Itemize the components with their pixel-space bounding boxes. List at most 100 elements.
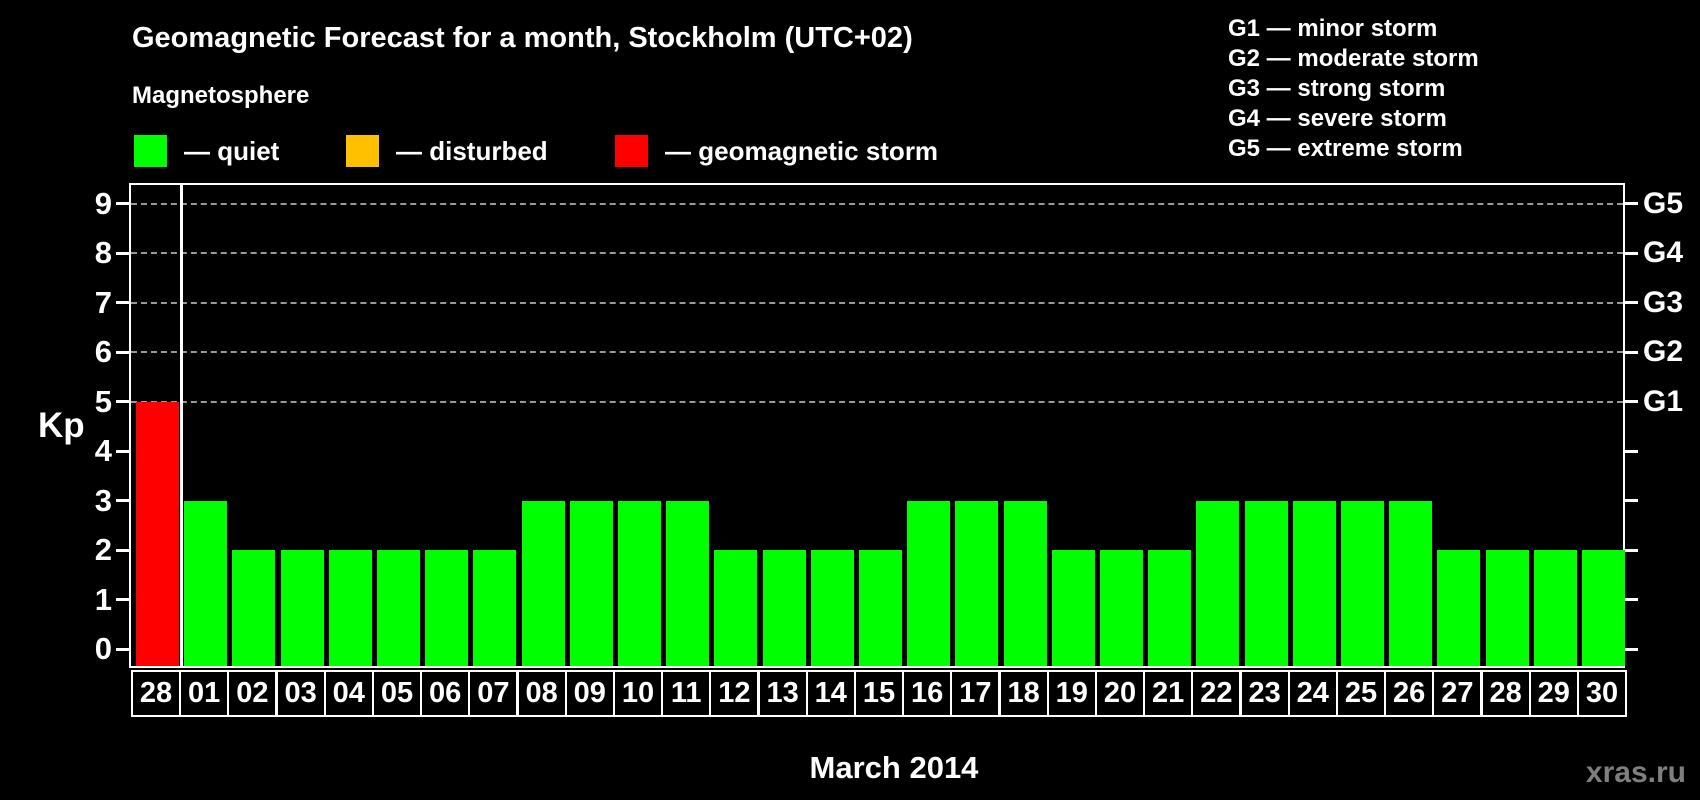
kp-bar — [859, 550, 902, 666]
day-label: 28 — [131, 670, 181, 717]
day-label: 30 — [1577, 670, 1627, 717]
day-label: 05 — [372, 670, 422, 717]
kp-tick-right — [1625, 202, 1638, 205]
day-label: 22 — [1191, 670, 1242, 717]
day-label: 27 — [1432, 670, 1483, 717]
kp-tick-left — [116, 548, 129, 552]
kp-bar — [473, 550, 517, 666]
kp-bar — [1389, 500, 1433, 666]
kp-tick-right — [1625, 647, 1638, 651]
month-label: March 2014 — [809, 750, 979, 785]
kp-bar — [184, 500, 228, 666]
kp-tick-left — [116, 499, 129, 502]
kp-tick-label: 2 — [94, 532, 112, 567]
kp-tick-label: 1 — [94, 581, 112, 617]
day-label: 26 — [1384, 670, 1435, 717]
kp-bar — [1292, 500, 1336, 666]
kp-tick-label: 6 — [94, 334, 112, 369]
gridline-kp9 — [131, 202, 1623, 205]
day-label: 08 — [516, 670, 567, 717]
kp-tick-left — [116, 598, 129, 601]
kp-tick-left — [116, 449, 129, 453]
kp-bar — [1533, 550, 1577, 666]
kp-tick-left — [116, 647, 129, 651]
kp-tick-right — [1625, 350, 1638, 354]
kp-tick-left — [116, 301, 129, 304]
kp-bar — [1582, 550, 1625, 666]
kp-bar — [1341, 500, 1384, 666]
g-axis-label-g3: G3 — [1643, 285, 1684, 319]
day-label: 02 — [227, 670, 278, 717]
kp-tick-left — [116, 350, 129, 354]
g-axis-label-g1: G1 — [1643, 384, 1684, 418]
kp-bar — [569, 500, 613, 666]
kp-axis-title: Kp — [38, 406, 85, 445]
g-axis-label-g2: G2 — [1643, 335, 1684, 368]
kp-bar — [1437, 550, 1481, 666]
kp-bar — [618, 500, 661, 666]
legend-swatch-quiet — [134, 135, 167, 167]
kp-tick-right — [1625, 449, 1638, 453]
kp-tick-right — [1625, 251, 1638, 255]
kp-tick-left — [116, 251, 129, 255]
day-label: 03 — [275, 670, 326, 717]
legend-swatch-storm — [615, 135, 648, 167]
legend-label-quiet: — quiet — [184, 135, 280, 166]
kp-tick-label: 4 — [94, 433, 112, 468]
kp-tick-label: 3 — [94, 482, 112, 518]
day-label: 28 — [1480, 670, 1531, 717]
kp-bar — [1100, 550, 1143, 666]
g-scale-legend-line-1: G1 — minor storm — [1228, 15, 1438, 42]
gridline-kp5 — [131, 400, 1623, 403]
kp-bar — [521, 500, 565, 666]
kp-tick-right — [1625, 598, 1638, 601]
gridline-kp6 — [131, 351, 1623, 353]
day-label: 12 — [709, 670, 760, 717]
legend-swatch-disturbed — [346, 135, 379, 167]
kp-bar — [136, 401, 179, 666]
plot-area — [129, 183, 1625, 668]
day-label: 06 — [420, 670, 471, 717]
legend-label-storm: — geomagnetic storm — [665, 135, 939, 166]
magnetosphere-subtitle: Magnetosphere — [132, 82, 310, 109]
kp-tick-right — [1625, 499, 1638, 502]
legend-label-disturbed: — disturbed — [396, 135, 548, 166]
day-label: 18 — [998, 670, 1049, 717]
day-label: 16 — [902, 670, 953, 717]
day-label: 07 — [468, 670, 519, 717]
kp-tick-label: 0 — [94, 631, 112, 666]
day-label: 20 — [1095, 670, 1145, 717]
kp-bar — [425, 550, 469, 666]
day-label: 17 — [950, 670, 1001, 717]
kp-bar — [1196, 500, 1240, 666]
gridline-kp7 — [131, 301, 1623, 304]
kp-bar — [280, 550, 324, 666]
kp-bar — [1003, 500, 1047, 666]
legend-item-disturbed: — disturbed — [346, 135, 548, 167]
kp-bar — [232, 550, 276, 666]
legend-item-quiet: — quiet — [134, 135, 279, 167]
day-label: 24 — [1287, 670, 1338, 717]
day-label: 14 — [805, 670, 856, 717]
kp-bar — [762, 550, 806, 666]
month-separator — [180, 185, 183, 666]
day-label: 11 — [661, 670, 712, 717]
kp-bar — [810, 550, 854, 666]
kp-bar — [1051, 550, 1095, 666]
gridline-kp8 — [131, 252, 1623, 254]
kp-bar — [377, 550, 420, 666]
day-label: 23 — [1239, 670, 1290, 717]
day-label: 04 — [323, 670, 374, 717]
kp-bar — [907, 500, 951, 666]
kp-tick-right — [1625, 301, 1638, 304]
kp-bar — [1244, 500, 1288, 666]
day-label: 01 — [179, 670, 230, 717]
kp-tick-left — [116, 202, 129, 205]
g-scale-legend-line-2: G2 — moderate storm — [1228, 45, 1479, 72]
day-label: 10 — [613, 670, 663, 717]
kp-bar — [714, 550, 758, 666]
kp-tick-right — [1625, 400, 1638, 403]
g-scale-legend-line-4: G4 — severe storm — [1228, 105, 1447, 132]
day-label: 13 — [757, 670, 808, 717]
